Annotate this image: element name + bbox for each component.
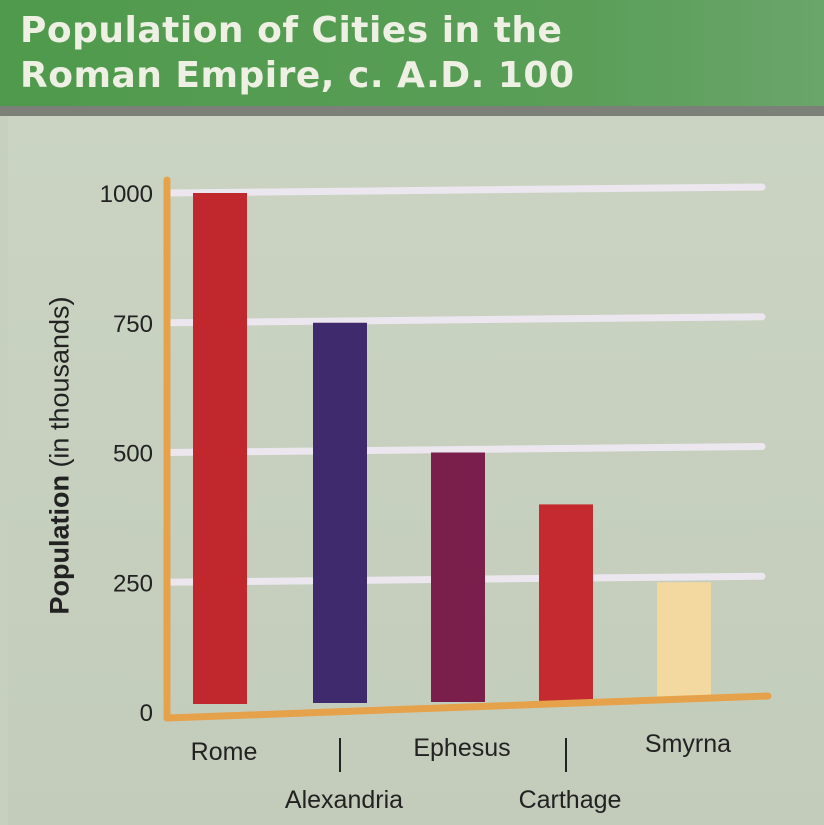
bar-carthage [539, 504, 593, 701]
gridline [163, 443, 766, 456]
x-tick-label: Alexandria [285, 786, 403, 814]
title-line-1: Population of Cities in the [20, 10, 563, 51]
bar-rome [193, 193, 247, 704]
y-tick-label: 750 [113, 311, 153, 338]
x-tick-label: Rome [191, 738, 258, 766]
y-tick-label: 1000 [100, 181, 153, 208]
x-tick-label: Ephesus [413, 734, 510, 762]
y-tick-label: 250 [113, 570, 153, 597]
chart-title: Population of Cities in the Roman Empire… [20, 8, 575, 98]
gridline [163, 183, 766, 197]
y-tick-label: 0 [140, 700, 153, 727]
bar-alexandria [313, 322, 367, 703]
bar-smyrna [657, 582, 711, 700]
x-tick-label: Carthage [519, 786, 622, 814]
title-line-2: Roman Empire, c. A.D. 100 [20, 55, 575, 96]
bar-ephesus [431, 452, 485, 702]
x-axis [163, 692, 772, 722]
title-banner: Population of Cities in the Roman Empire… [0, 0, 824, 106]
gridline [163, 313, 766, 327]
panel-border [0, 106, 824, 116]
x-tick-label: Smyrna [645, 730, 731, 758]
y-tick-label: 500 [113, 441, 153, 468]
